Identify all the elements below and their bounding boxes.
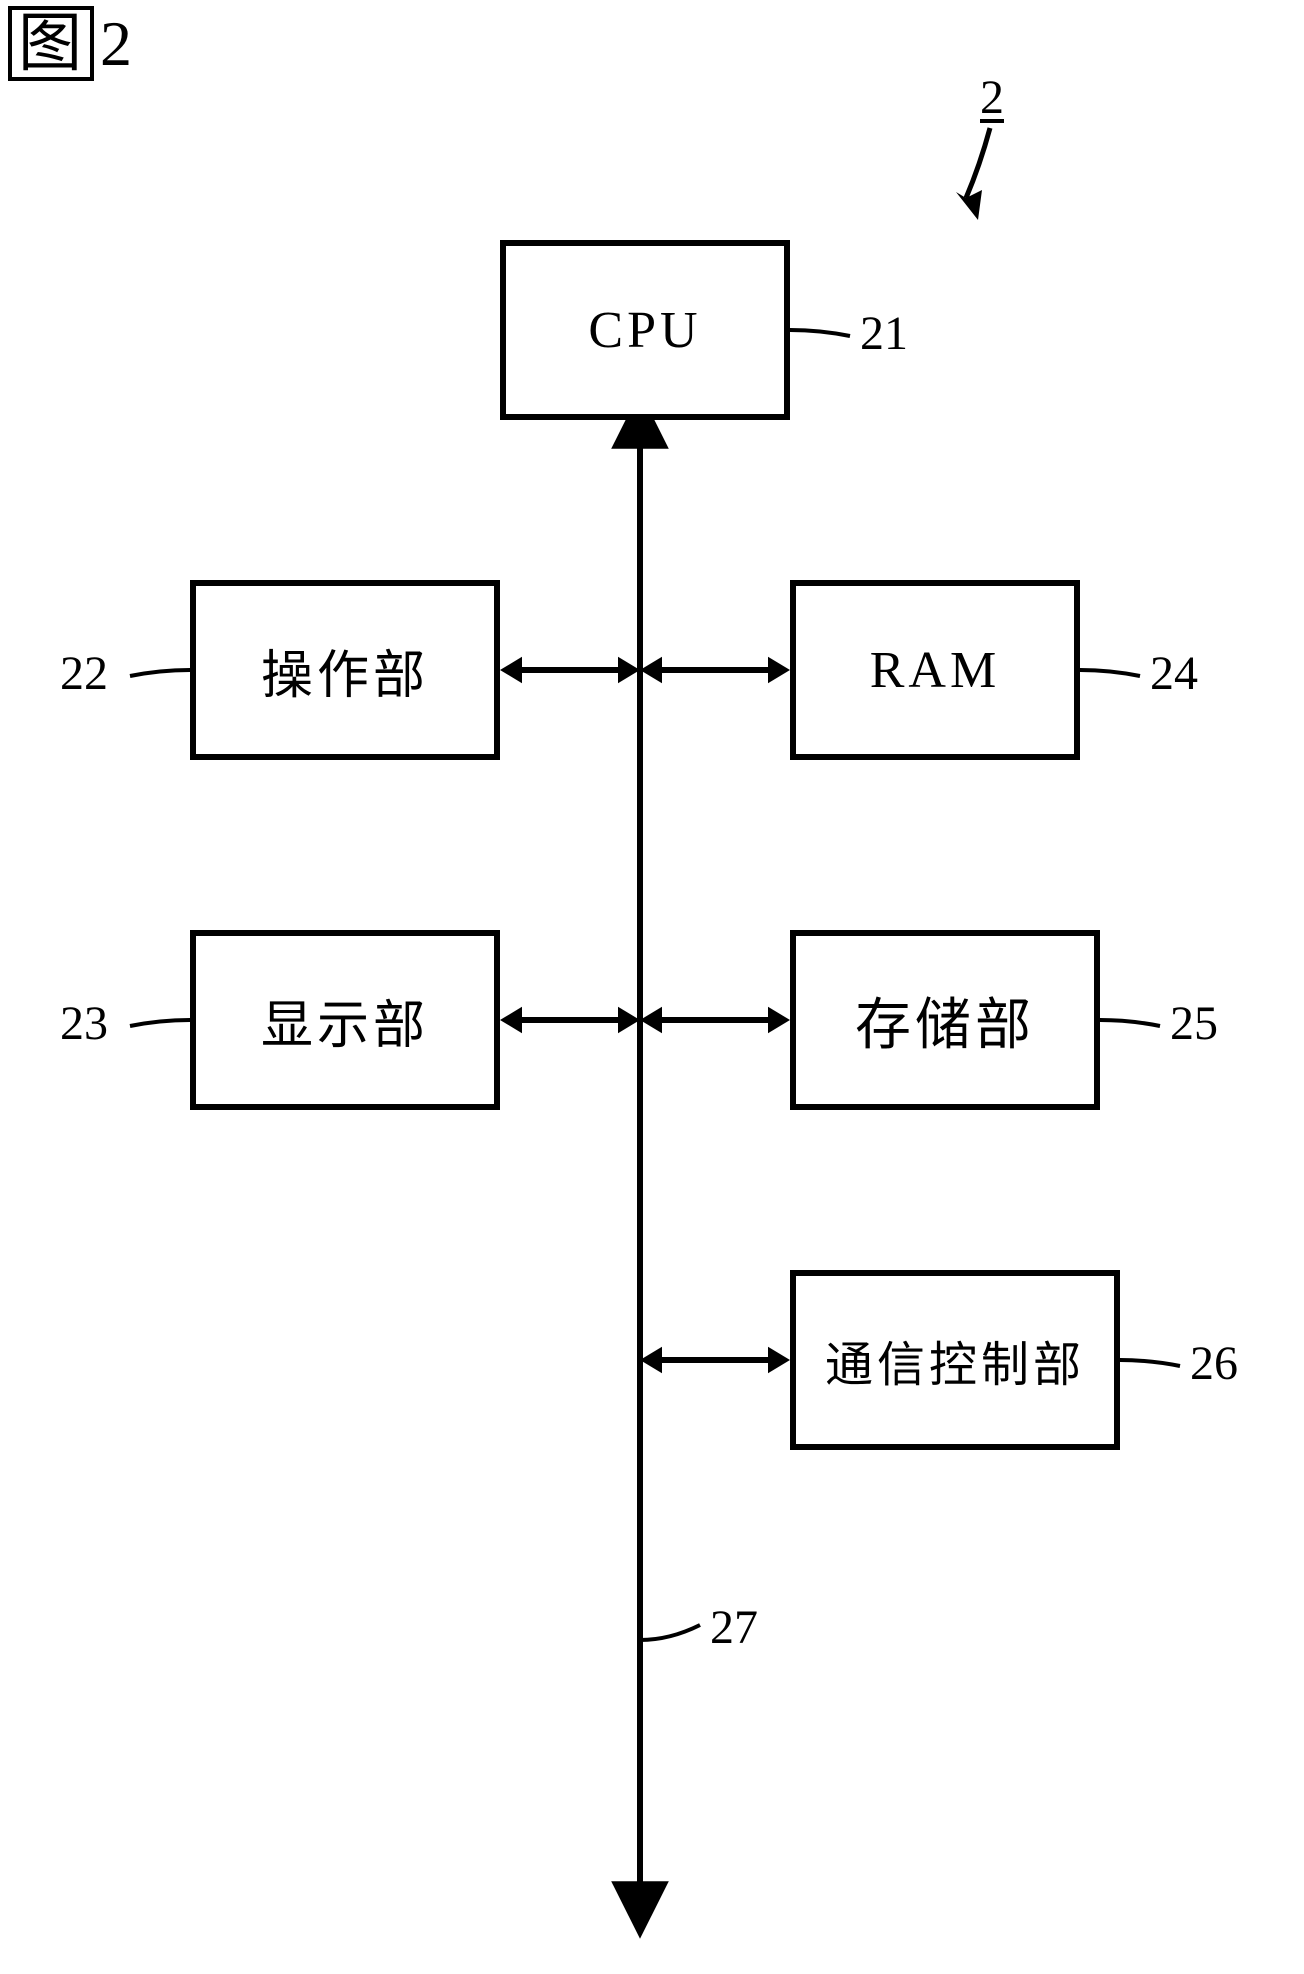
- ref-leaders: [0, 0, 1304, 1974]
- page: 图2 2 CPU 操作部 RAM 显示部 存储部 通信控制部 21 22 24 …: [0, 0, 1304, 1974]
